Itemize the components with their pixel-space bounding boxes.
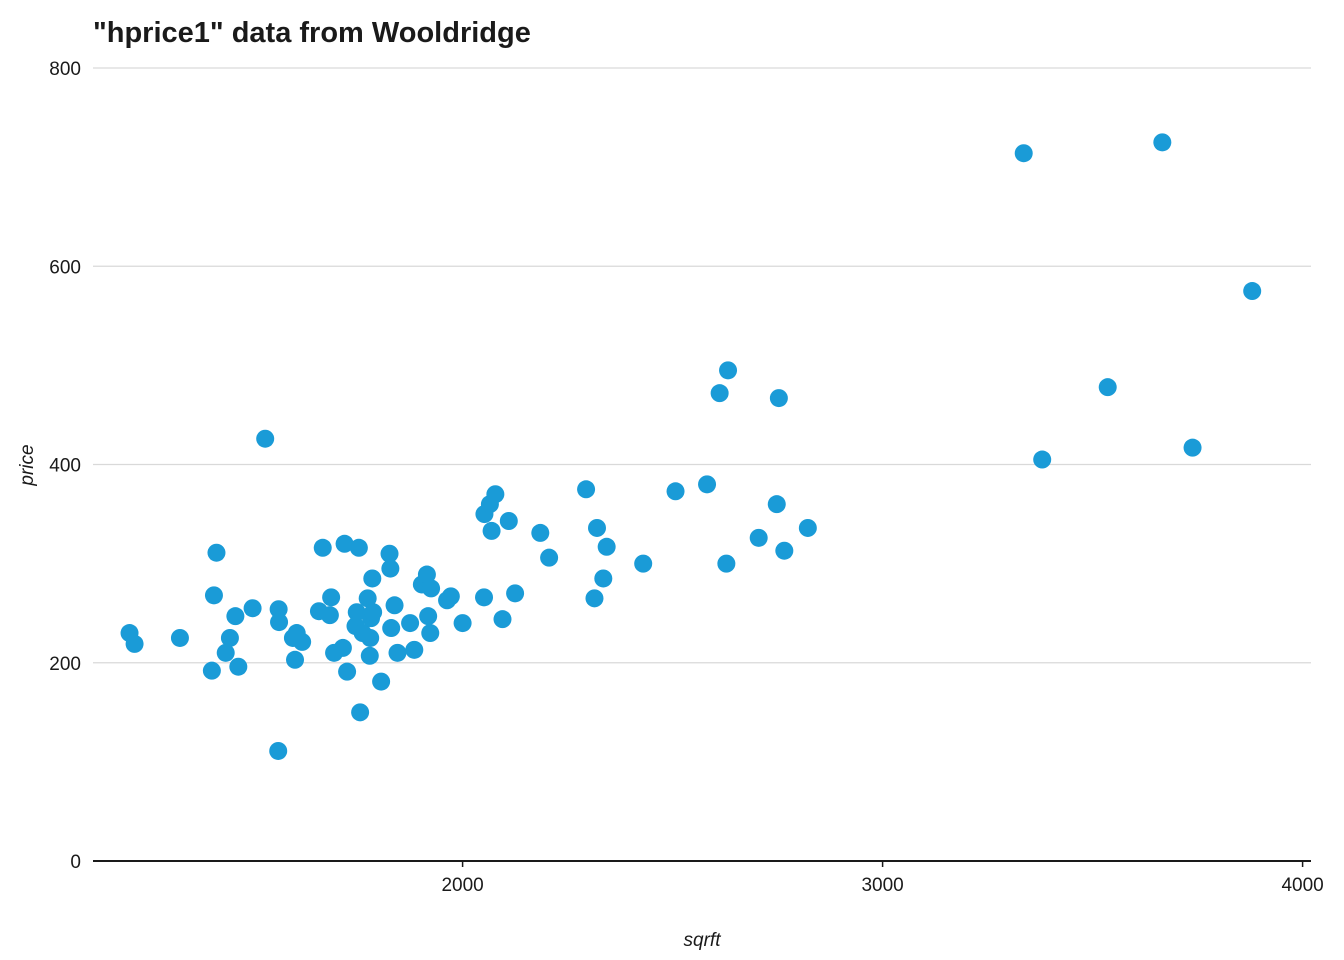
data-point <box>293 632 312 651</box>
data-point <box>229 657 248 676</box>
data-point <box>335 534 354 553</box>
data-point <box>540 548 559 567</box>
data-point <box>269 741 288 760</box>
data-point <box>380 544 399 563</box>
data-point <box>243 599 262 618</box>
x-tick-labels: 2000 3000 4000 <box>441 861 1324 896</box>
data-point <box>351 703 370 722</box>
data-point <box>372 672 391 691</box>
y-axis-title: price <box>17 444 38 486</box>
data-point <box>207 543 226 562</box>
data-point <box>202 661 221 680</box>
data-point <box>417 565 436 584</box>
data-point <box>588 518 606 537</box>
x-tick-label: 3000 <box>861 875 903 896</box>
data-point <box>453 614 472 633</box>
data-point <box>1098 378 1117 397</box>
data-point <box>216 643 235 662</box>
y-tick-labels: 0 200 400 600 800 <box>49 59 81 873</box>
data-point <box>269 600 288 619</box>
data-point <box>358 589 377 608</box>
data-point <box>475 588 494 607</box>
data-point <box>767 495 786 514</box>
data-point <box>666 482 685 501</box>
data-point <box>401 614 420 633</box>
data-point <box>1033 450 1052 469</box>
data-point <box>361 628 380 647</box>
data-point <box>256 429 275 448</box>
data-point <box>1014 144 1033 163</box>
data-point <box>364 603 383 622</box>
data-point <box>769 389 788 408</box>
data-point <box>1243 282 1262 301</box>
chart-title: "hprice1" data from Wooldridge <box>93 17 531 49</box>
data-point <box>482 521 501 540</box>
data-point <box>349 538 368 557</box>
data-point <box>719 361 738 380</box>
data-point <box>441 587 460 606</box>
data-point <box>717 554 736 573</box>
data-point <box>421 624 440 643</box>
data-point <box>363 569 382 588</box>
data-point <box>388 643 407 662</box>
data-point <box>320 606 339 625</box>
data-point <box>347 603 366 622</box>
y-tick-label: 400 <box>49 456 81 477</box>
data-point <box>597 537 616 556</box>
data-point <box>382 619 401 638</box>
data-point <box>322 588 341 607</box>
y-tick-label: 0 <box>70 852 81 873</box>
data-point <box>333 638 352 657</box>
data-point <box>1153 133 1172 152</box>
data-point <box>749 528 768 547</box>
data-point <box>313 538 332 557</box>
data-point <box>226 607 245 626</box>
data-point <box>286 650 305 669</box>
data-point <box>338 662 357 681</box>
data-point <box>634 554 653 573</box>
x-tick-label: 4000 <box>1281 875 1323 896</box>
data-point <box>1183 438 1202 457</box>
data-point <box>125 634 144 653</box>
data-point <box>170 628 189 647</box>
data-point <box>419 607 438 626</box>
data-point <box>385 596 404 615</box>
data-point <box>270 613 289 632</box>
data-point <box>506 584 525 603</box>
data-point <box>710 384 729 403</box>
data-point <box>422 579 441 598</box>
data-point <box>798 518 817 537</box>
data-point <box>204 586 223 605</box>
data-point <box>405 640 424 659</box>
data-point <box>381 559 400 578</box>
data-point <box>577 480 596 499</box>
data-point <box>499 512 518 531</box>
data-point <box>775 541 794 560</box>
data-point <box>585 589 604 608</box>
data-point <box>220 628 239 647</box>
data-point <box>594 569 613 588</box>
y-tick-label: 600 <box>49 257 81 278</box>
data-point <box>360 646 379 665</box>
data-point <box>698 475 717 494</box>
data-points <box>120 133 1262 760</box>
y-tick-label: 200 <box>49 654 81 675</box>
data-point <box>493 610 512 629</box>
y-tick-label: 800 <box>49 59 81 80</box>
x-axis-title: sqrft <box>684 930 722 951</box>
data-point <box>486 485 505 504</box>
data-point <box>531 523 550 542</box>
x-tick-label: 2000 <box>441 875 483 896</box>
gridlines <box>93 67 1311 664</box>
